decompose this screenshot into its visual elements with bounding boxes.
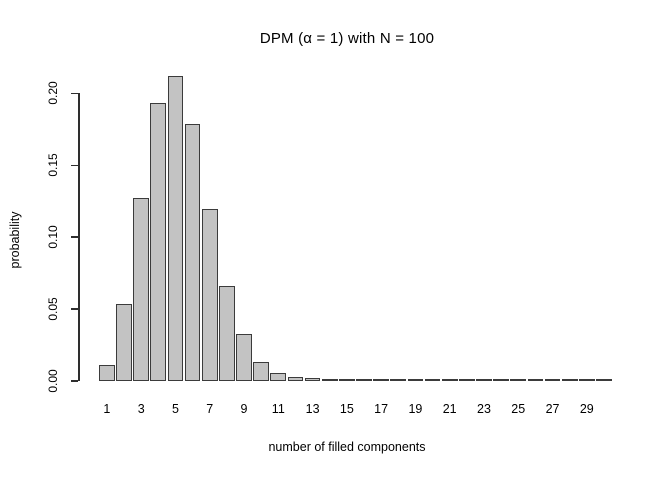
x-tick-label: 25 (511, 402, 526, 416)
x-tick-label: 19 (408, 402, 423, 416)
x-tick-label: 11 (271, 402, 285, 416)
bar-k25 (510, 379, 527, 381)
bar-k20 (424, 379, 441, 381)
bar-k30 (596, 379, 612, 381)
bar-k4 (150, 103, 167, 381)
y-tick-mark (71, 164, 78, 167)
bar-k11 (270, 373, 287, 381)
y-tick-mark (71, 236, 78, 238)
bar-k26 (527, 379, 544, 381)
bar-k21 (441, 379, 458, 381)
bar-k22 (458, 379, 475, 381)
bar-k14 (321, 379, 338, 381)
bar-k28 (561, 379, 578, 381)
bar-k16 (356, 379, 372, 381)
bar-k9 (236, 334, 252, 381)
x-tick-label: 23 (477, 402, 491, 416)
bar-k1 (99, 365, 115, 381)
y-axis-title: probability (8, 211, 22, 269)
bar-k17 (373, 379, 390, 381)
x-tick-label: 9 (240, 402, 248, 416)
bar-k24 (493, 379, 510, 381)
y-tick-label: 0.10 (46, 225, 60, 249)
x-tick-label: 5 (171, 402, 179, 416)
y-tick-label: 0.00 (46, 369, 60, 393)
bar-k15 (338, 379, 355, 381)
y-tick-label: 0.05 (46, 297, 60, 321)
y-tick-mark (71, 308, 78, 310)
bar-k13 (304, 378, 321, 381)
bar-k29 (578, 379, 595, 381)
bar-k2 (116, 304, 132, 381)
x-tick-label: 13 (305, 402, 320, 416)
bar-k5 (167, 76, 184, 381)
x-tick-label: 21 (442, 402, 457, 416)
y-tick-mark (71, 380, 78, 382)
y-tick-label: 0.15 (46, 153, 60, 177)
y-tick-label: 0.20 (46, 81, 60, 106)
x-tick-label: 15 (339, 402, 354, 416)
bar-k19 (407, 379, 424, 381)
bar-k10 (253, 362, 270, 381)
x-tick-label: 7 (206, 402, 214, 416)
bar-k8 (218, 286, 235, 381)
bar-k7 (201, 209, 218, 381)
y-tick-mark (71, 92, 78, 95)
y-axis-line (78, 93, 80, 381)
x-tick-label: 3 (137, 402, 145, 416)
bar-k18 (390, 379, 407, 381)
bar-k27 (544, 379, 561, 381)
bar-k23 (476, 379, 492, 381)
bar-k12 (287, 377, 304, 381)
bar-k3 (133, 198, 150, 381)
x-tick-label: 1 (103, 402, 111, 416)
x-tick-label: 29 (579, 402, 594, 416)
bar-k6 (184, 124, 201, 381)
x-tick-label: 27 (545, 402, 560, 416)
x-tick-label: 17 (374, 402, 389, 416)
chart-title: DPM (α = 1) with N = 100 (259, 30, 435, 47)
x-axis-title: number of filled components (268, 440, 426, 454)
